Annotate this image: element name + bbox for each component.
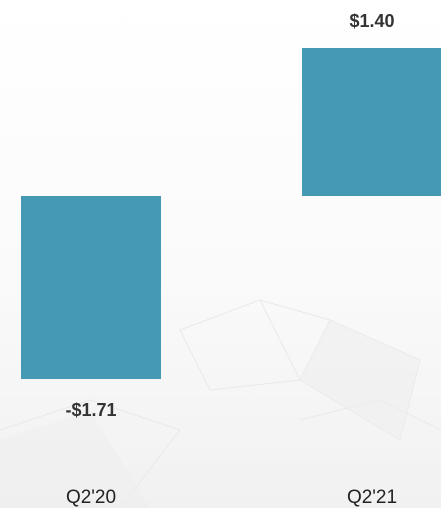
bar-q220 [21,196,161,379]
category-label-0: Q2'20 [66,487,116,508]
data-label-1: $1.40 [349,11,394,31]
labels-layer: -$1.71 Q2'20 $1.40 Q2'21 [65,11,397,508]
data-label-0: -$1.71 [65,400,116,420]
category-label-1: Q2'21 [347,487,397,508]
bar-q221 [302,48,441,196]
bars-layer [21,48,441,379]
